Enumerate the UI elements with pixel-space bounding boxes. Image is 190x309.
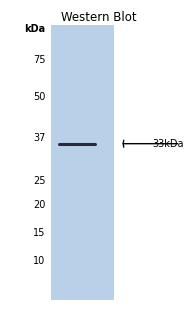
Text: 33kDa: 33kDa xyxy=(153,139,184,149)
Text: kDa: kDa xyxy=(25,24,46,34)
Text: 10: 10 xyxy=(33,256,46,266)
Bar xyxy=(51,25,114,300)
Text: 75: 75 xyxy=(33,55,46,65)
Text: 37: 37 xyxy=(33,133,46,142)
Text: Western Blot: Western Blot xyxy=(61,11,137,24)
Text: 20: 20 xyxy=(33,201,46,210)
Text: 25: 25 xyxy=(33,176,46,186)
Text: 15: 15 xyxy=(33,228,46,238)
Text: 50: 50 xyxy=(33,92,46,102)
